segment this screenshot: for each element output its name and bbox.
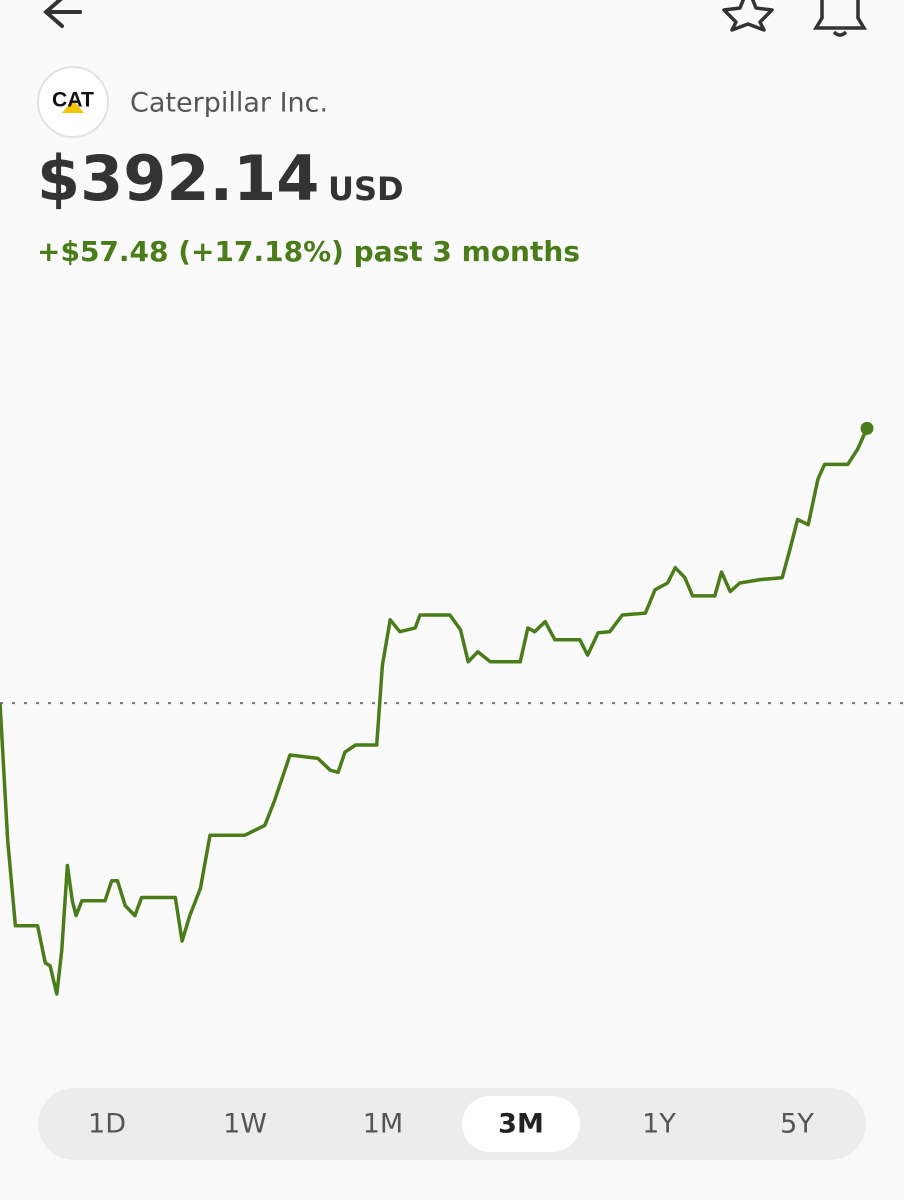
range-tab[interactable]: 1D <box>88 1109 126 1140</box>
range-tab[interactable]: 1Y <box>642 1109 676 1140</box>
selected-tab[interactable] <box>462 1096 580 1152</box>
range-tab[interactable]: 1M <box>363 1109 403 1140</box>
range-tabs: 1D 1W 1M 3M 1Y 5Y <box>88 1096 814 1152</box>
price-change: +$57.48 (+17.18%) past 3 months <box>37 235 580 268</box>
alert-icon[interactable] <box>812 0 868 37</box>
logo-triangle <box>62 100 84 113</box>
favorite-icon[interactable] <box>722 0 774 32</box>
company-name: Caterpillar Inc. <box>130 88 328 119</box>
price-line <box>0 427 869 996</box>
logo-text: CAT <box>52 89 94 112</box>
chart <box>0 421 904 996</box>
price: $392.14 <box>37 142 319 215</box>
range-tab[interactable]: 3M <box>498 1109 544 1140</box>
range-selector <box>38 1088 866 1160</box>
range-tab[interactable]: 5Y <box>780 1109 814 1140</box>
currency: USD <box>328 170 404 208</box>
range-tab[interactable]: 1W <box>223 1109 267 1140</box>
back-button[interactable] <box>42 0 82 28</box>
last-point <box>860 421 874 435</box>
